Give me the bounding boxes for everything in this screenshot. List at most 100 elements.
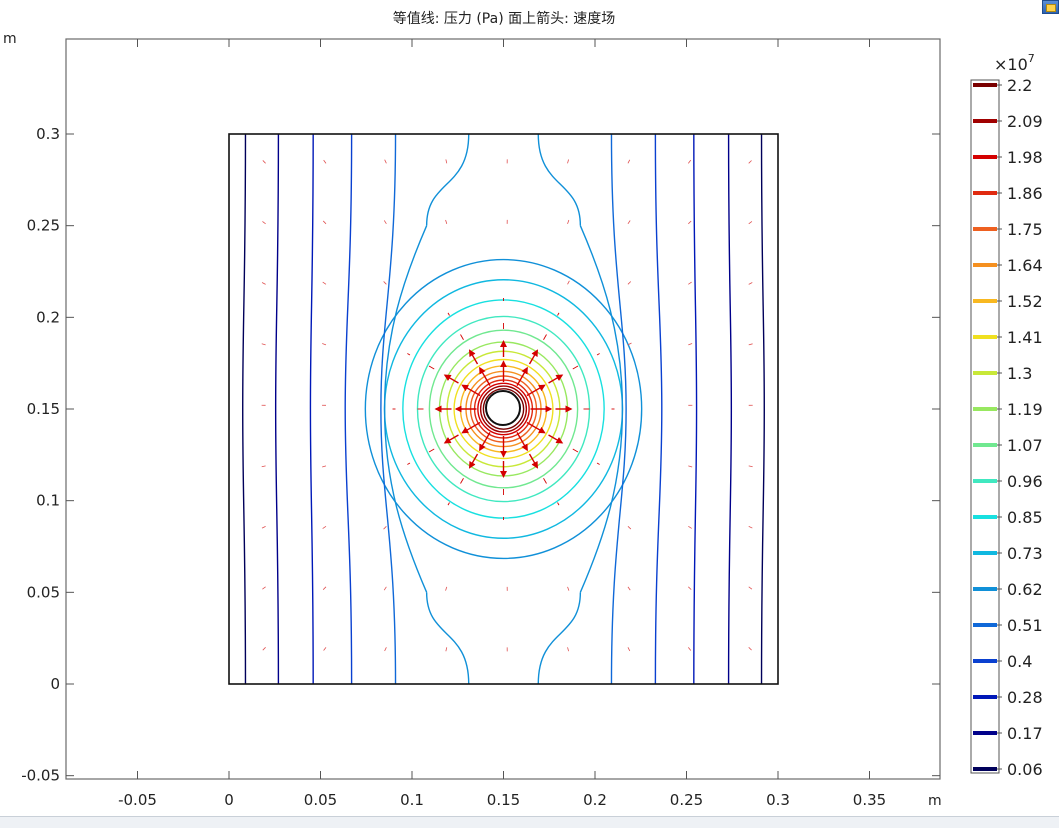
velocity-arrow <box>573 449 578 452</box>
velocity-arrow-small <box>628 160 630 164</box>
color-legend-label: 0.51 <box>1007 616 1043 635</box>
y-axis-unit: m <box>3 31 17 47</box>
velocity-arrow-small <box>384 220 386 223</box>
velocity-arrow-small <box>749 587 752 589</box>
velocity-arrow-small <box>749 647 752 650</box>
graphics-window-icon[interactable] <box>1042 0 1059 14</box>
x-axis-unit: m <box>928 793 942 809</box>
velocity-arrow-small <box>324 160 326 163</box>
velocity-arrow-small <box>628 587 630 590</box>
velocity-arrow-small <box>262 587 265 589</box>
plot-title: 等值线: 压力 (Pa) 面上箭头: 速度场 <box>393 10 616 27</box>
velocity-arrow-small <box>262 526 266 528</box>
velocity-arrow <box>597 463 600 465</box>
velocity-arrow <box>558 503 560 506</box>
color-legend-multiplier: ×107 <box>994 52 1035 74</box>
color-legend-label: 0.85 <box>1007 508 1043 527</box>
velocity-arrow-small <box>749 221 752 223</box>
velocity-arrow-small <box>446 587 447 591</box>
x-tick-label: 0.15 <box>487 791 520 809</box>
velocity-arrow <box>573 366 578 369</box>
velocity-arrow-small <box>568 587 569 591</box>
color-legend-label: 1.86 <box>1007 184 1043 203</box>
velocity-arrow-small <box>446 159 447 163</box>
velocity-arrow-small <box>628 647 630 651</box>
velocity-arrow-small <box>262 282 266 284</box>
color-legend-label: 0.28 <box>1007 688 1043 707</box>
velocity-arrow-small <box>688 282 691 284</box>
x-tick-label: 0.05 <box>304 791 337 809</box>
color-legend-label: 1.19 <box>1007 400 1043 419</box>
velocity-arrow <box>544 335 547 340</box>
contour-column <box>276 134 279 684</box>
contour-column <box>310 134 313 684</box>
y-tick-label: 0.25 <box>27 217 60 235</box>
velocity-arrow-small <box>749 526 753 528</box>
x-tick-label: 0.3 <box>766 791 790 809</box>
velocity-arrow <box>461 478 464 483</box>
velocity-arrow-small <box>749 344 753 345</box>
velocity-arrow <box>544 478 547 483</box>
y-tick-label: 0 <box>50 675 60 693</box>
velocity-arrow-small <box>384 587 386 590</box>
velocity-arrow-small <box>688 221 691 224</box>
velocity-arrow <box>448 313 450 316</box>
x-tick-label: 0.35 <box>853 791 886 809</box>
color-legend: ×107 2.22.091.981.861.751.641.521.411.31… <box>971 52 1043 779</box>
velocity-arrow-small <box>384 281 387 284</box>
velocity-arrow-small <box>568 281 570 285</box>
velocity-arrow-small <box>749 161 752 164</box>
color-legend-label: 0.73 <box>1007 544 1043 563</box>
x-tick-label: -0.05 <box>118 791 157 809</box>
contour-column <box>655 134 661 684</box>
color-legend-label: 0.62 <box>1007 580 1043 599</box>
velocity-arrow-small <box>322 343 326 344</box>
color-legend-label: 1.52 <box>1007 292 1043 311</box>
velocity-arrow-small <box>688 344 692 345</box>
color-legend-label: 0.96 <box>1007 472 1043 491</box>
velocity-arrow-small <box>688 526 691 528</box>
color-legend-label: 0.06 <box>1007 760 1043 779</box>
velocity-arrow-small <box>323 221 326 224</box>
velocity-arrow-small <box>749 466 753 467</box>
velocity-arrow-small <box>446 220 447 224</box>
contour-column <box>729 134 732 684</box>
color-legend-box <box>971 80 999 773</box>
velocity-arrow-small <box>628 221 630 224</box>
contour-hourglass <box>538 134 580 226</box>
velocity-arrow <box>429 449 434 452</box>
y-tick-label: 0.2 <box>36 308 60 326</box>
color-legend-label: 1.98 <box>1007 148 1043 167</box>
color-legend-label: 0.17 <box>1007 724 1043 743</box>
velocity-arrow-small <box>568 220 569 224</box>
status-bar <box>0 816 1059 828</box>
velocity-arrow <box>407 463 410 465</box>
color-legend-label: 2.2 <box>1007 76 1032 95</box>
velocity-arrow-small <box>262 221 265 223</box>
contour-column <box>243 134 246 684</box>
contour-column <box>694 134 697 684</box>
color-legend-label: 1.41 <box>1007 328 1043 347</box>
velocity-arrow-small <box>323 526 326 528</box>
contour-hourglass <box>427 134 469 226</box>
velocity-arrow-small <box>446 647 447 651</box>
velocity-arrow <box>448 503 450 506</box>
y-tick-label: -0.05 <box>21 767 60 785</box>
inner-boundary-hole <box>486 391 520 425</box>
x-tick-label: 0 <box>224 791 234 809</box>
x-tick-label: 0.2 <box>583 791 607 809</box>
velocity-arrow-small <box>262 466 266 467</box>
velocity-arrow-small <box>385 647 387 651</box>
contour-hourglass <box>427 592 469 684</box>
velocity-arrow-small <box>322 466 326 467</box>
contour-hourglass <box>538 592 580 684</box>
velocity-arrow-small <box>688 160 690 163</box>
color-legend-label: 2.09 <box>1007 112 1043 131</box>
velocity-arrow <box>597 354 600 356</box>
contour-column <box>762 134 765 684</box>
velocity-arrow-small <box>628 526 631 529</box>
x-tick-label: 0.1 <box>400 791 424 809</box>
